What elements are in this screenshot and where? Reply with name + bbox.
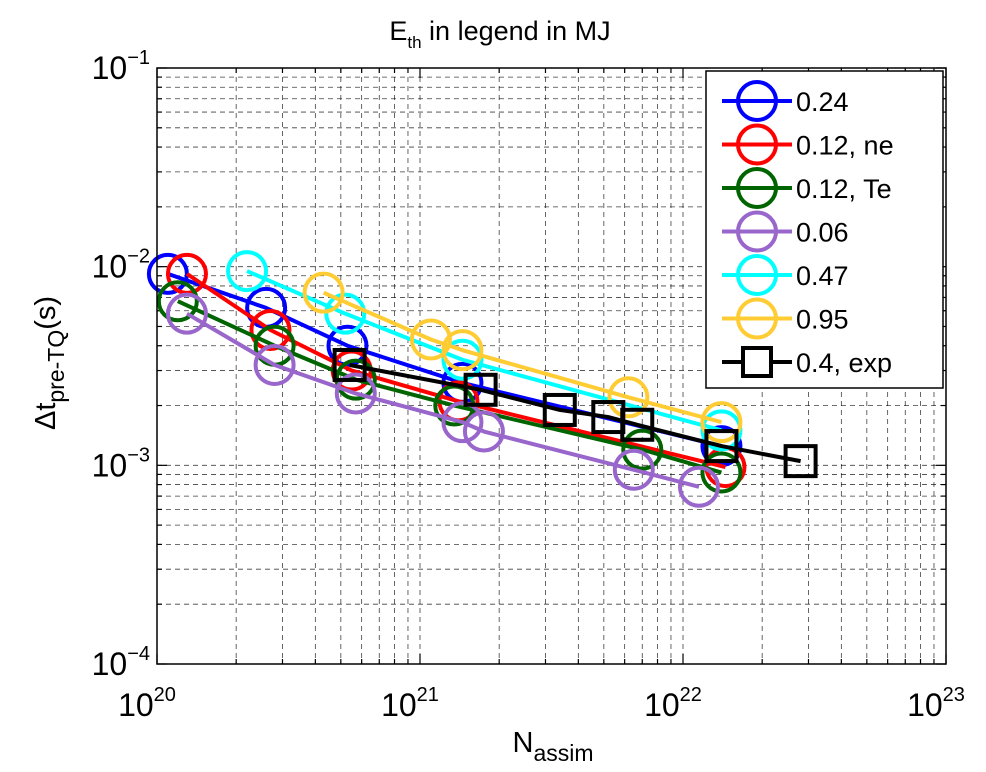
x-tick-label: 1021 xyxy=(381,684,439,723)
data-point xyxy=(462,410,505,453)
series-line xyxy=(322,290,722,425)
legend-entry-3: 0.06 xyxy=(722,210,849,253)
series-line xyxy=(185,311,700,489)
legend-label: 0.47 xyxy=(796,261,849,291)
chart-title: Eth in legend in MJ xyxy=(389,16,610,52)
y-tick-label: 10−3 xyxy=(92,444,150,483)
data-point xyxy=(409,318,452,361)
series-2 xyxy=(156,280,743,494)
series-5 xyxy=(302,271,743,444)
data-point xyxy=(612,448,655,491)
legend-entry-6: 0.4, exp xyxy=(722,346,892,378)
series-3 xyxy=(165,292,720,508)
data-point xyxy=(302,271,345,314)
legend-marker xyxy=(741,346,773,378)
data-point xyxy=(334,372,377,415)
legend-entry-0: 0.24 xyxy=(722,80,849,122)
data-point xyxy=(620,407,655,442)
data-point xyxy=(463,372,498,407)
series-line xyxy=(349,363,801,464)
legend-label: 0.4, exp xyxy=(796,348,892,378)
data-point xyxy=(441,338,484,381)
data-point xyxy=(542,392,577,427)
data-point xyxy=(253,343,296,386)
legend-marker xyxy=(736,123,778,166)
data-point xyxy=(156,280,199,323)
y-tick-label: 10−4 xyxy=(92,643,150,682)
legend-entry-1: 0.12, ne xyxy=(722,123,894,166)
legend-entry-2: 0.12, Te xyxy=(722,167,892,209)
legend-marker xyxy=(736,254,778,296)
data-point xyxy=(324,292,367,335)
data-point xyxy=(441,401,484,444)
plot-frame xyxy=(156,67,947,665)
data-point xyxy=(700,401,743,444)
data-point xyxy=(249,308,292,351)
legend-marker xyxy=(736,80,778,122)
data-point xyxy=(226,250,269,293)
data-point xyxy=(146,252,189,295)
legend-entry-4: 0.47 xyxy=(722,254,849,296)
data-point xyxy=(165,292,208,335)
x-tick-label: 1020 xyxy=(118,684,176,723)
y-tick-label: 10−2 xyxy=(92,246,150,285)
data-point xyxy=(621,428,664,471)
legend-marker xyxy=(736,167,778,209)
series-line xyxy=(246,269,722,433)
series-line xyxy=(167,271,722,449)
data-point xyxy=(677,465,720,508)
x-tick-label: 1023 xyxy=(907,684,965,723)
series-6 xyxy=(332,347,818,479)
legend: 0.24 0.12, ne 0.12, Te 0.06 0.47 0.95 0.4, exp xyxy=(705,70,944,389)
legend-entry-5: 0.95 xyxy=(722,297,849,340)
y-tick-label: 10−1 xyxy=(92,47,150,86)
legend-label: 0.95 xyxy=(796,305,849,335)
legend-marker xyxy=(736,297,778,340)
data-point xyxy=(704,429,739,464)
legend-label: 0.12, ne xyxy=(796,131,894,161)
data-point xyxy=(332,347,367,382)
y-axis-label: Δtpre-TQ(s) xyxy=(30,296,69,430)
data-point xyxy=(783,444,818,479)
x-axis-label: Nassim xyxy=(512,727,593,766)
data-point xyxy=(700,451,743,494)
legend-label: 0.12, Te xyxy=(796,174,892,204)
legend-label: 0.06 xyxy=(796,218,849,248)
x-tick-label: 1022 xyxy=(644,684,702,723)
data-point xyxy=(607,376,650,419)
tick-labels: 1020 1021 1022 1023 10−4 10−3 10−2 10−1 xyxy=(92,47,965,723)
series-layer xyxy=(146,250,818,508)
legend-label: 0.24 xyxy=(796,87,849,117)
series-4 xyxy=(226,250,743,452)
data-point xyxy=(441,329,484,372)
legend-marker xyxy=(736,210,778,253)
